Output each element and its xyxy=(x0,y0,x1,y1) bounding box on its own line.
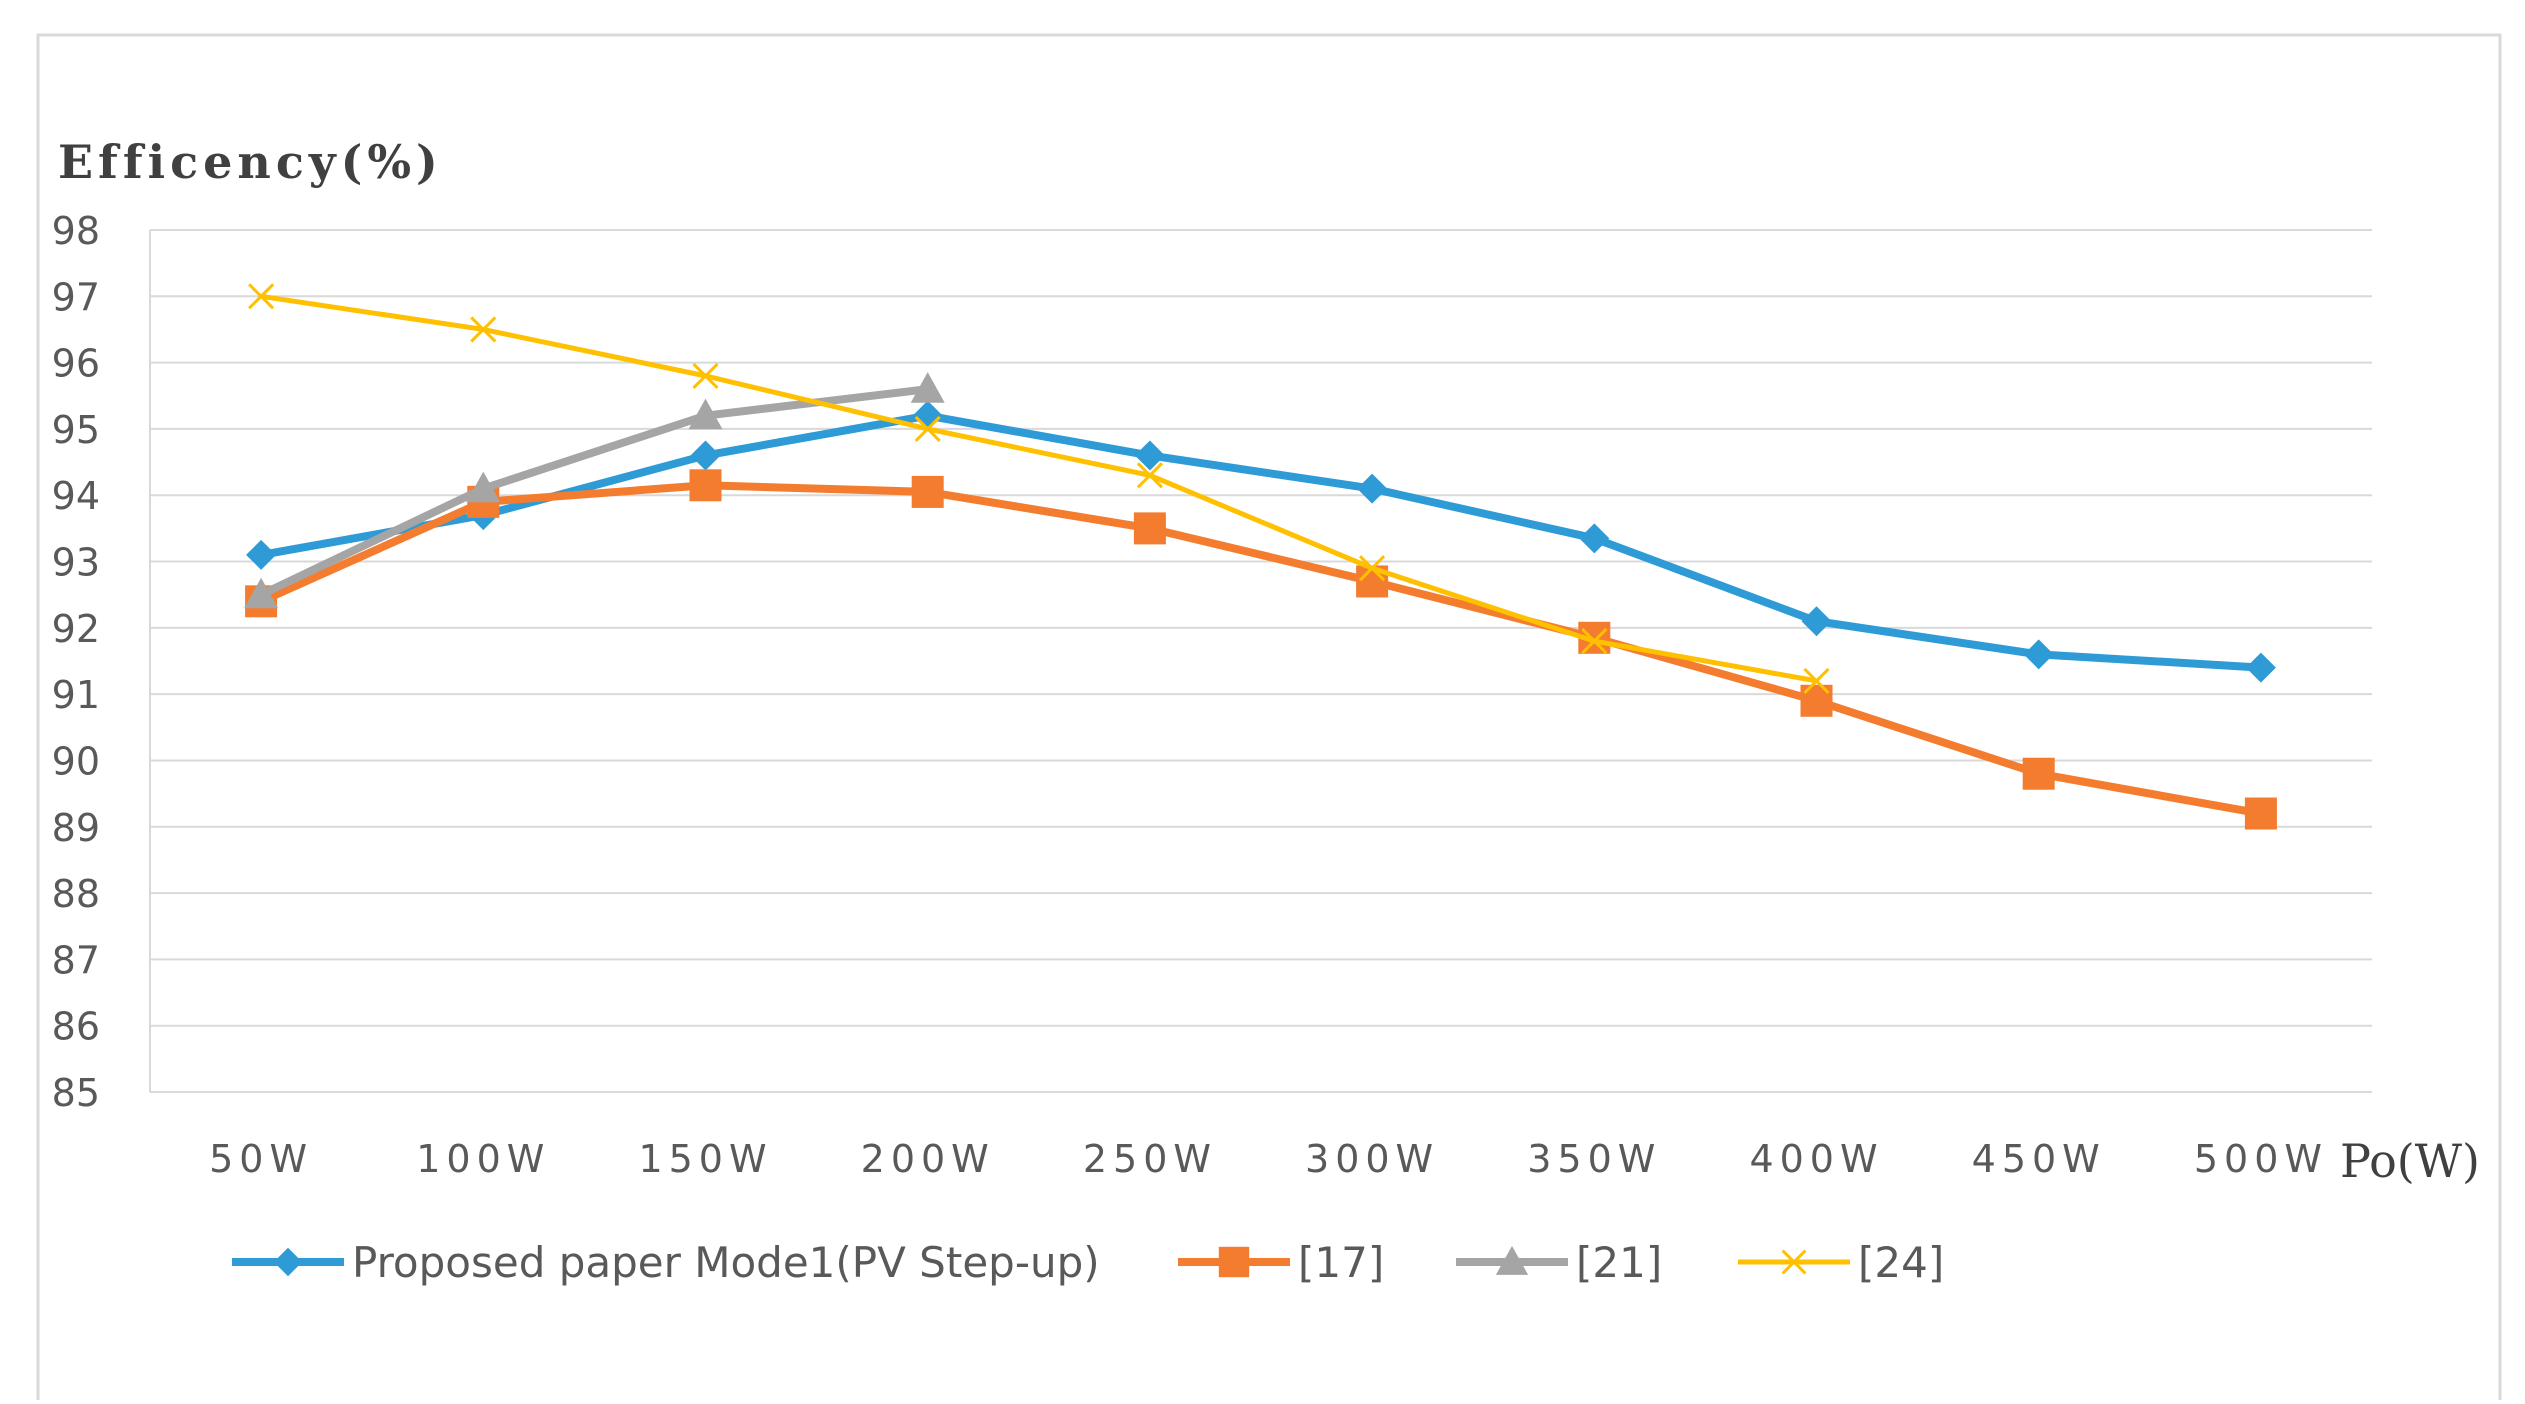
y-tick-label: 87 xyxy=(52,938,100,982)
x-axis: 50W 100W 150W 200W 250W 300W 350W 400W 450W 500W xyxy=(209,1137,2328,1181)
y-tick-label: 86 xyxy=(52,1005,100,1049)
legend-marker xyxy=(1218,1246,1250,1278)
data-point xyxy=(690,440,721,471)
legend-item: [17] xyxy=(1178,1238,1384,1287)
x-tick-label: 350W xyxy=(1527,1137,1661,1181)
data-point xyxy=(466,471,501,503)
data-point xyxy=(2244,797,2277,830)
data-point xyxy=(1800,684,1833,717)
data-point xyxy=(1357,473,1388,504)
legend-item: [24] xyxy=(1738,1238,1944,1287)
data-point xyxy=(910,372,945,403)
series-line xyxy=(258,293,1819,684)
legend-label: Proposed paper Mode1(PV Step-up) xyxy=(352,1238,1100,1287)
y-tick-label: 91 xyxy=(52,673,100,717)
data-point xyxy=(914,415,941,442)
data-point xyxy=(1134,440,1165,471)
y-tick-label: 94 xyxy=(52,474,100,518)
data-point xyxy=(244,577,279,609)
y-axis: 85 86 87 88 89 90 91 92 93 94 95 96 97 98 xyxy=(52,209,100,1115)
data-point xyxy=(911,475,944,508)
data-point xyxy=(1803,667,1830,694)
gridlines xyxy=(149,229,2372,1093)
legend-item: Proposed paper Mode1(PV Step-up) xyxy=(232,1238,1100,1287)
legend-marker xyxy=(1781,1249,1807,1275)
x-tick-label: 100W xyxy=(416,1137,550,1181)
y-tick-label: 90 xyxy=(52,739,100,783)
data-point xyxy=(470,316,497,343)
y-tick-label: 88 xyxy=(52,872,100,916)
series-3 xyxy=(248,283,1830,694)
data-point xyxy=(1133,512,1166,545)
data-point xyxy=(1579,523,1610,554)
x-tick-label: 50W xyxy=(209,1137,313,1181)
legend-item: [21] xyxy=(1456,1238,1662,1287)
legend-label: [17] xyxy=(1298,1238,1384,1287)
y-tick-label: 96 xyxy=(52,342,100,386)
data-point xyxy=(248,283,275,310)
x-tick-label: 450W xyxy=(1972,1137,2106,1181)
data-point xyxy=(1359,555,1386,582)
data-point xyxy=(1801,606,1832,637)
x-axis-title: Po(W) xyxy=(2340,1134,2480,1188)
series-line xyxy=(257,411,2265,672)
y-tick-label: 95 xyxy=(52,408,100,452)
data-point xyxy=(246,539,277,570)
x-tick-label: 250W xyxy=(1083,1137,1217,1181)
y-tick-label: 97 xyxy=(52,275,100,319)
data-point xyxy=(688,398,723,430)
data-point xyxy=(2245,652,2276,683)
y-tick-label: 93 xyxy=(52,541,100,585)
data-point xyxy=(1581,628,1608,655)
legend-label: [24] xyxy=(1858,1238,1944,1287)
chart-frame xyxy=(36,33,2502,1404)
x-tick-label: 200W xyxy=(861,1137,995,1181)
data-point xyxy=(1136,462,1163,489)
y-axis-title: Efficency(%) xyxy=(58,135,443,189)
legend: Proposed paper Mode1(PV Step-up) [17] [21]… xyxy=(232,1238,1944,1287)
x-tick-label: 400W xyxy=(1749,1137,1883,1181)
legend-label: [21] xyxy=(1576,1238,1662,1287)
x-tick-label: 500W xyxy=(2194,1137,2328,1181)
legend-marker xyxy=(1495,1245,1529,1275)
x-tick-label: 150W xyxy=(638,1137,772,1181)
data-point xyxy=(689,469,722,502)
y-tick-label: 85 xyxy=(52,1071,100,1115)
y-tick-label: 92 xyxy=(52,607,100,651)
legend-marker xyxy=(273,1247,303,1277)
data-point xyxy=(692,362,719,389)
series-line xyxy=(257,481,2265,818)
series-group xyxy=(244,283,2277,830)
x-tick-label: 300W xyxy=(1305,1137,1439,1181)
data-point xyxy=(2022,757,2055,790)
y-tick-label: 98 xyxy=(52,209,100,253)
series-0 xyxy=(246,400,2276,683)
data-point xyxy=(2023,639,2054,670)
y-tick-label: 89 xyxy=(52,806,100,850)
